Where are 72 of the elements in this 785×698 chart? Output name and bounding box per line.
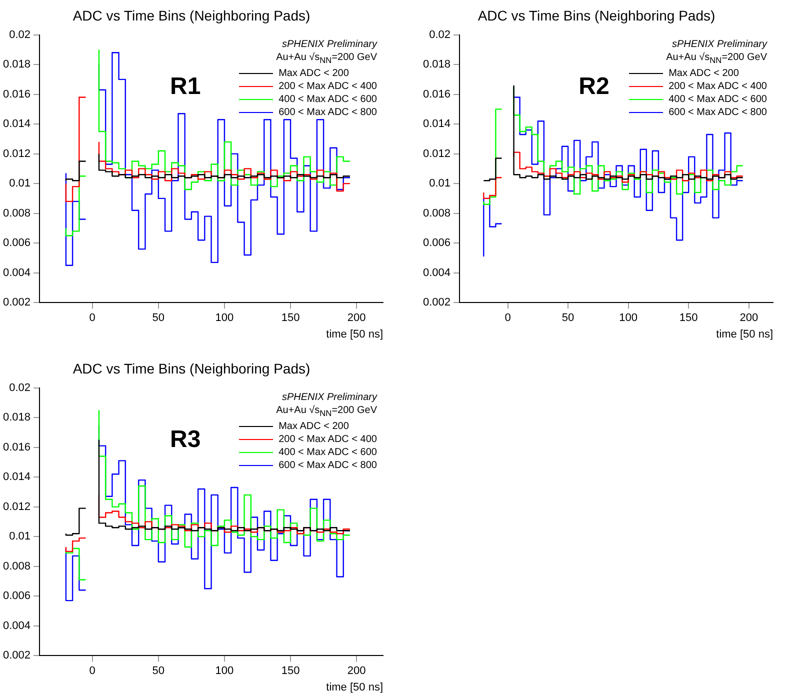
chart-title: ADC vs Time Bins (Neighboring Pads) xyxy=(72,360,310,376)
y-tick-label: 0.01 xyxy=(429,178,451,190)
legend-label: Max ADC < 200 xyxy=(278,420,349,433)
y-tick-label: 0.006 xyxy=(2,237,31,250)
x-tick-label: 0 xyxy=(89,665,96,678)
y-tick-label: 0.006 xyxy=(422,237,451,250)
x-tick-label: 100 xyxy=(215,312,234,324)
legend-label: Max ADC < 200 xyxy=(668,66,739,80)
x-tick-label: 200 xyxy=(347,312,366,324)
y-tick-label: 0.018 xyxy=(2,412,31,424)
y-tick-label: 0.004 xyxy=(2,266,31,279)
annotation: sPHENIX Preliminary xyxy=(280,390,377,404)
x-tick-label: 100 xyxy=(215,665,234,678)
y-tick-label: 0.004 xyxy=(2,620,31,632)
y-tick-label: 0.002 xyxy=(2,650,31,662)
x-tick-label: 50 xyxy=(152,665,165,678)
y-tick-label: 0.014 xyxy=(2,471,31,484)
legend-label: 600 < Max ADC < 800 xyxy=(278,458,377,472)
y-tick-label: 0.01 xyxy=(9,178,31,190)
y-tick-label: 0.02 xyxy=(9,28,31,41)
legend-label: 400 < Max ADC < 600 xyxy=(668,92,767,106)
legend-label: 600 < Max ADC < 800 xyxy=(278,106,377,119)
annotation: Au+Au √s$_{NN}$=200 GeV xyxy=(275,404,377,420)
y-tick-label: 0.002 xyxy=(422,296,451,309)
y-tick-label: 0.01 xyxy=(9,530,31,543)
x-tick-label: 200 xyxy=(347,665,366,678)
x-tick-label: 50 xyxy=(562,312,574,324)
x-tick-label: 100 xyxy=(619,312,638,324)
y-tick-label: 0.016 xyxy=(2,441,31,454)
y-tick-label: 0.02 xyxy=(9,382,31,394)
y-tick-label: 0.016 xyxy=(2,88,31,100)
y-tick-label: 0.02 xyxy=(429,28,451,41)
legend-label: 200 < Max ADC < 400 xyxy=(278,80,377,93)
legend-label: 400 < Max ADC < 600 xyxy=(278,446,377,459)
y-tick-label: 0.014 xyxy=(422,118,451,130)
x-tick-label: 0 xyxy=(504,312,511,324)
y-tick-label: 0.006 xyxy=(2,590,31,602)
x-tick-label: 150 xyxy=(281,312,300,324)
y-tick-label: 0.018 xyxy=(2,58,31,71)
y-tick-label: 0.008 xyxy=(2,560,31,572)
y-tick-label: 0.018 xyxy=(422,58,451,71)
annotation: R2 xyxy=(578,72,610,101)
y-tick-label: 0.002 xyxy=(2,296,31,309)
legend-label: 600 < Max ADC < 800 xyxy=(668,106,767,119)
y-tick-label: 0.012 xyxy=(2,148,31,160)
x-axis-title: time [50 ns] xyxy=(326,328,383,340)
y-tick-label: 0.016 xyxy=(422,88,451,100)
x-tick-label: 150 xyxy=(679,312,698,324)
x-tick-label: 50 xyxy=(152,312,165,324)
legend-label: 200 < Max ADC < 400 xyxy=(278,432,377,446)
y-tick-label: 0.014 xyxy=(2,118,31,130)
y-tick-label: 0.012 xyxy=(422,148,451,160)
x-axis-title: time [50 ns] xyxy=(326,681,383,694)
chart-title: ADC vs Time Bins (Neighboring Pads) xyxy=(478,7,716,24)
y-tick-label: 0.008 xyxy=(2,207,31,220)
x-tick-label: 150 xyxy=(281,665,300,678)
annotation: Au+Au √s$_{NN}$=200 GeV xyxy=(665,50,767,67)
y-tick-label: 0.008 xyxy=(422,207,451,220)
annotation: Au+Au √s$_{NN}$=200 GeV xyxy=(275,50,377,67)
y-tick-label: 0.004 xyxy=(422,266,451,279)
annotation: sPHENIX Preliminary xyxy=(670,38,767,51)
y-tick-label: 0.012 xyxy=(2,500,31,513)
legend-label: 200 < Max ADC < 400 xyxy=(668,80,767,93)
x-tick-label: 0 xyxy=(89,312,96,324)
annotation: R3 xyxy=(170,426,201,454)
legend-label: Max ADC < 200 xyxy=(278,66,349,80)
annotation: R1 xyxy=(170,72,201,101)
x-tick-label: 200 xyxy=(740,312,758,324)
chart-title: ADC vs Time Bins (Neighboring Pads) xyxy=(72,7,310,24)
x-axis-title: time [50 ns] xyxy=(716,328,773,340)
annotation: sPHENIX Preliminary xyxy=(280,38,377,51)
legend-label: 400 < Max ADC < 600 xyxy=(278,92,377,106)
